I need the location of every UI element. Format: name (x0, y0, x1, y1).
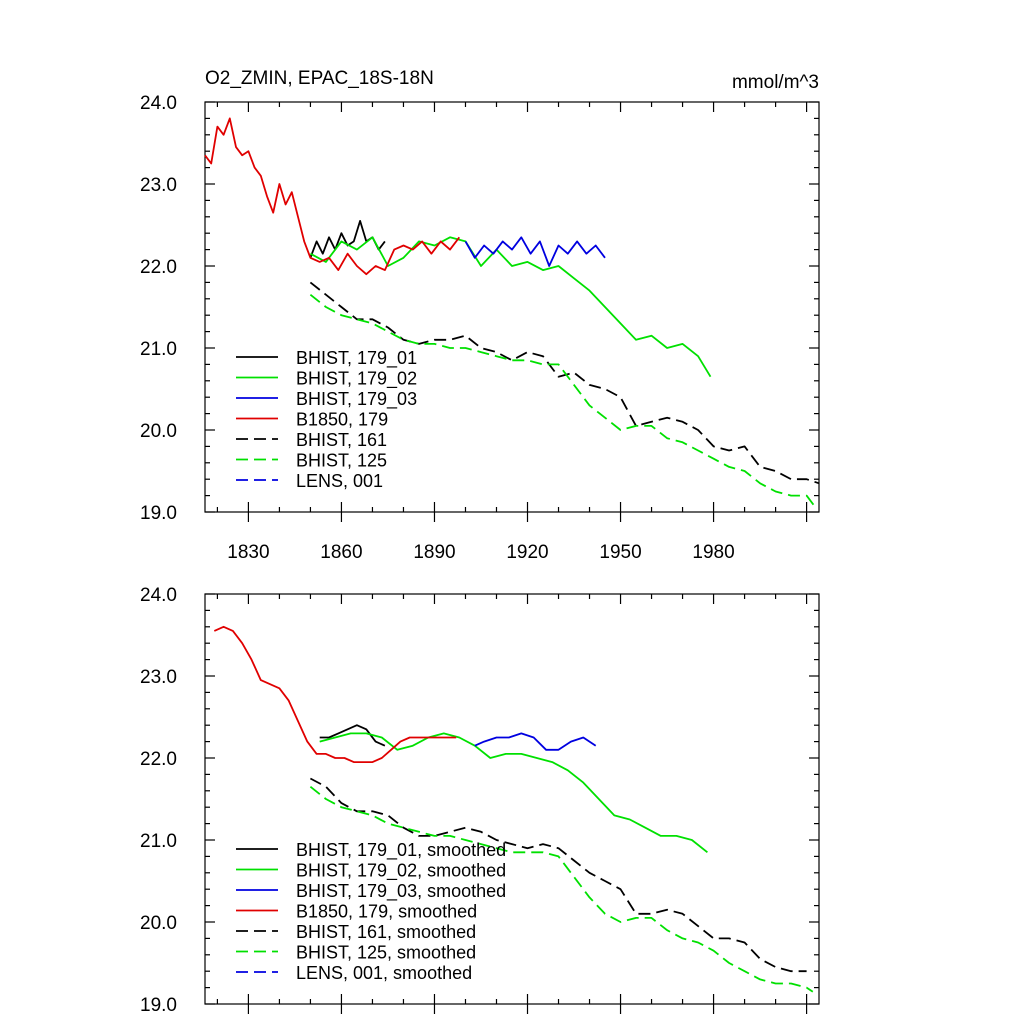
series-line (309, 785, 814, 993)
series-line (309, 777, 807, 973)
legend-label: LENS, 001 (296, 471, 383, 491)
x-tick-label: 1890 (413, 542, 455, 563)
legend-label: BHIST, 179_02, smoothed (296, 861, 506, 882)
legend-label: BHIST, 125, smoothed (296, 943, 476, 963)
y-tick-label: 24.0 (140, 585, 177, 606)
series-line (474, 732, 597, 751)
series-line (319, 724, 386, 747)
legend-label: BHIST, 179_03 (296, 389, 417, 410)
y-tick-label: 20.0 (140, 421, 177, 442)
legend-label: BHIST, 179_01 (296, 348, 417, 369)
x-tick-label: 1980 (692, 542, 734, 563)
x-tick-label: 1830 (227, 542, 269, 563)
y-tick-label: 21.0 (140, 339, 177, 360)
series-line (464, 236, 606, 267)
y-tick-label: 19.0 (140, 503, 177, 524)
y-tick-label: 24.0 (140, 93, 177, 114)
series-line (309, 293, 817, 509)
legend-label: B1850, 179, smoothed (296, 902, 477, 922)
plot-frame (204, 593, 820, 1005)
bottom-panel: 24.0 23.0 22.0 21.0 20.0 19.0 BHIST, 179_01, s… (140, 585, 820, 1016)
legend-label: BHIST, 179_03, smoothed (296, 881, 506, 902)
x-tick-label: 1950 (599, 542, 641, 563)
chart-title: O2_ZMIN, EPAC_18S-18N (205, 68, 434, 89)
y-tick-label: 22.0 (140, 257, 177, 278)
x-tick-label: 1920 (506, 542, 548, 563)
legend-label: BHIST, 161 (296, 430, 387, 450)
x-tick-label: 1860 (320, 542, 362, 563)
series-line (309, 236, 712, 378)
legend-label: BHIST, 179_01, smoothed (296, 840, 506, 861)
y-tick-label: 19.0 (140, 995, 177, 1016)
series-line (204, 117, 461, 276)
plot-frame (204, 101, 820, 513)
legend-label: BHIST, 125 (296, 451, 387, 471)
y-tick-label: 21.0 (140, 831, 177, 852)
series-line (319, 732, 708, 854)
series-line (213, 625, 457, 763)
top-panel: 24.0 23.0 22.0 21.0 20.0 19.0 1830 1860 1890 1920… (140, 68, 820, 563)
legend-label: BHIST, 179_02 (296, 369, 417, 390)
units-label: mmol/m^3 (732, 72, 819, 93)
y-tick-label: 23.0 (140, 175, 177, 196)
legend-label: B1850, 179 (296, 410, 388, 430)
legend-label: LENS, 001, smoothed (296, 963, 472, 983)
y-tick-label: 20.0 (140, 913, 177, 934)
y-tick-label: 22.0 (140, 749, 177, 770)
legend-label: BHIST, 161, smoothed (296, 922, 476, 942)
y-tick-label: 23.0 (140, 667, 177, 688)
